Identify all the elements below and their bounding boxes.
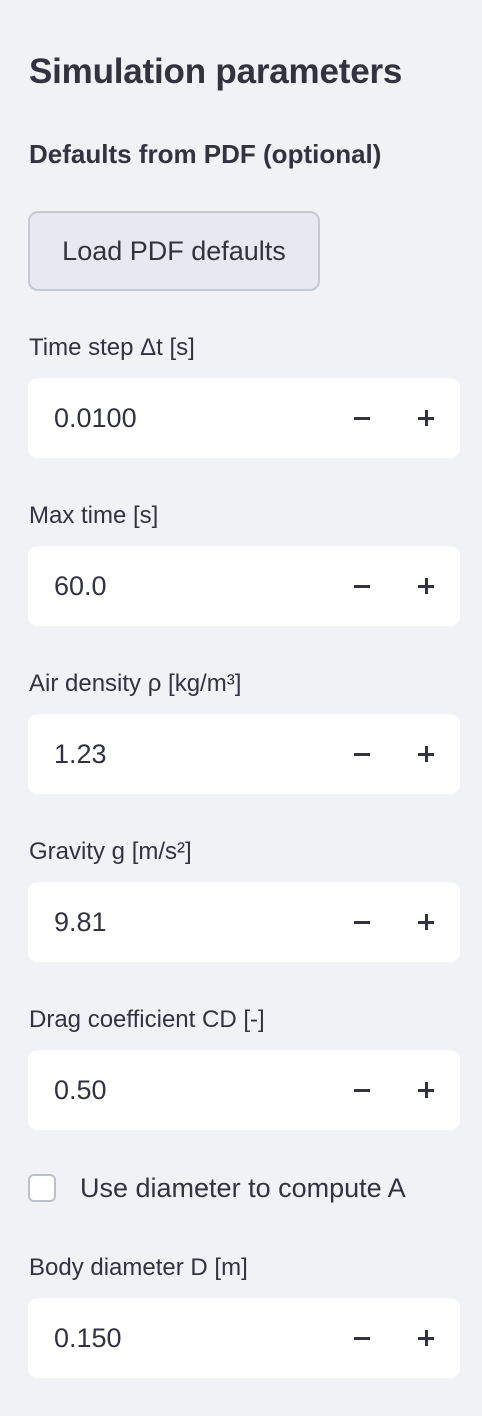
air-density-increment-button[interactable] [395,714,457,794]
sidebar-title: Simulation parameters [29,52,403,91]
air-density-label: Air density ρ [kg/m³] [29,670,242,697]
gravity-input-box: 9.81 [28,882,460,962]
minus-icon [354,1088,370,1092]
time-step-label: Time step Δt [s] [29,334,195,361]
time-step-input-box: 0.0100 [28,378,460,458]
plus-icon [418,410,434,426]
air-density-input-box: 1.23 [28,714,460,794]
drag-coefficient-input-box: 0.50 [28,1050,460,1130]
plus-icon [418,1082,434,1098]
time-step-input[interactable]: 0.0100 [54,403,137,433]
drag-coefficient-input[interactable]: 0.50 [54,1075,107,1105]
gravity-decrement-button[interactable] [331,882,393,962]
plus-icon [418,914,434,930]
time-step-decrement-button[interactable] [331,378,393,458]
plus-icon [418,578,434,594]
air-density-input[interactable]: 1.23 [54,739,107,769]
defaults-subheading: Defaults from PDF (optional) [29,139,382,169]
drag-coefficient-increment-button[interactable] [395,1050,457,1130]
max-time-label: Max time [s] [29,502,159,529]
minus-icon [354,920,370,924]
drag-coefficient-label: Drag coefficient CD [-] [29,1006,265,1033]
body-diameter-input[interactable]: 0.150 [54,1323,122,1353]
minus-icon [354,584,370,588]
max-time-input-box: 60.0 [28,546,460,626]
max-time-input[interactable]: 60.0 [54,571,107,601]
minus-icon [354,1336,370,1340]
use-diameter-checkbox-row[interactable]: Use diameter to compute A [28,1168,406,1208]
plus-icon [418,1330,434,1346]
body-diameter-label: Body diameter D [m] [29,1254,248,1281]
gravity-input[interactable]: 9.81 [54,907,107,937]
body-diameter-input-box: 0.150 [28,1298,460,1378]
use-diameter-checkbox-label[interactable]: Use diameter to compute A [80,1172,406,1203]
gravity-label: Gravity g [m/s²] [29,838,192,865]
minus-icon [354,416,370,420]
time-step-increment-button[interactable] [395,378,457,458]
air-density-decrement-button[interactable] [331,714,393,794]
plus-icon [418,746,434,762]
body-diameter-decrement-button[interactable] [331,1298,393,1378]
max-time-increment-button[interactable] [395,546,457,626]
minus-icon [354,752,370,756]
max-time-decrement-button[interactable] [331,546,393,626]
body-diameter-increment-button[interactable] [395,1298,457,1378]
drag-coefficient-decrement-button[interactable] [331,1050,393,1130]
gravity-increment-button[interactable] [395,882,457,962]
use-diameter-checkbox[interactable] [28,1174,56,1202]
load-pdf-defaults-button[interactable]: Load PDF defaults [28,211,320,291]
